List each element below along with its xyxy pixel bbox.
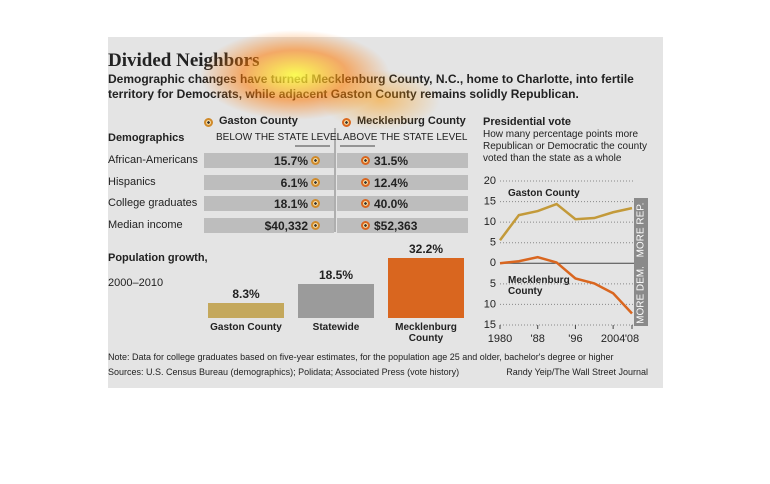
dot <box>361 199 370 208</box>
dot <box>311 199 320 208</box>
row-band <box>337 217 468 233</box>
legend-dot <box>204 118 213 127</box>
annotation: MORE DEM. <box>636 266 647 324</box>
x-tick-label: '08 <box>625 333 639 345</box>
row-band <box>204 174 334 190</box>
row-band <box>204 217 334 233</box>
y-tick-label: 15 <box>484 319 496 331</box>
row-band <box>337 196 468 211</box>
category-label: Gaston County <box>210 322 282 333</box>
legend-label: Gaston County <box>219 115 298 127</box>
y-tick-label: 10 <box>484 298 496 310</box>
bar <box>388 258 464 318</box>
sources: Sources: U.S. Census Bureau (demographic… <box>108 367 460 377</box>
value-label: 12.4% <box>374 175 409 190</box>
section-subtitle: 2000–2010 <box>108 277 164 289</box>
x-tick-label: 2004 <box>601 333 625 345</box>
dot <box>311 156 320 165</box>
bar-value-label: 8.3% <box>232 286 260 301</box>
y-tick-label: 10 <box>484 216 496 228</box>
value-label: $52,363 <box>374 218 418 233</box>
row-label: African-Americans <box>108 154 198 166</box>
legend-dot <box>342 118 351 127</box>
value-label: $40,332 <box>264 218 308 233</box>
row-label: Median income <box>108 218 183 231</box>
bar <box>208 302 284 318</box>
x-tick-label: '96 <box>568 333 582 345</box>
value-label: 18.1% <box>273 197 308 211</box>
value-label: 40.0% <box>374 197 409 211</box>
right-label: ABOVE THE STATE LEVEL <box>343 132 468 143</box>
dot <box>311 177 320 187</box>
x-tick-label: 1980 <box>488 333 512 345</box>
y-tick-label: 5 <box>490 278 496 290</box>
category-label: Statewide <box>312 322 360 333</box>
y-tick-label: 15 <box>484 195 496 207</box>
x-tick-label: '88 <box>531 333 545 345</box>
bar-value-label: 18.5% <box>318 267 354 282</box>
value-label: 6.1% <box>280 175 308 190</box>
series-label: Mecklenburg County <box>508 275 570 297</box>
line-series <box>499 202 633 241</box>
y-tick-label: 5 <box>490 237 496 249</box>
row-label: College graduates <box>108 197 198 209</box>
direction-strip <box>634 198 648 326</box>
line-series <box>499 255 633 315</box>
y-tick-label: 20 <box>484 175 496 187</box>
row-band <box>204 196 334 211</box>
category-label: Mecklenburg County <box>395 322 457 344</box>
section-title: Demographics <box>108 132 185 144</box>
value-label: 31.5% <box>374 154 409 168</box>
row-label: Hispanics <box>108 175 156 188</box>
legend-label: Mecklenburg County <box>357 115 466 127</box>
section-subtitle: How many percentage points more Republic… <box>483 129 647 164</box>
dot <box>361 177 370 187</box>
series-label: Gaston County <box>508 188 580 199</box>
note: Note: Data for college graduates based o… <box>108 352 614 362</box>
section-title: Population growth, <box>108 252 208 264</box>
dot <box>361 220 370 230</box>
dot <box>361 156 370 165</box>
row-band <box>337 153 468 168</box>
value-label: 15.7% <box>273 154 308 168</box>
y-tick-label: 0 <box>490 257 496 269</box>
section-title: Presidential vote <box>483 116 572 128</box>
row-band <box>337 174 468 190</box>
annotation: MORE REP. <box>636 203 647 258</box>
row-band <box>204 153 334 168</box>
left-label: BELOW THE STATE LEVEL <box>216 132 343 143</box>
bar <box>298 283 374 318</box>
credit: Randy Yeip/The Wall Street Journal <box>506 367 648 377</box>
dot <box>311 220 320 230</box>
bar-value-label: 32.2% <box>408 242 444 256</box>
